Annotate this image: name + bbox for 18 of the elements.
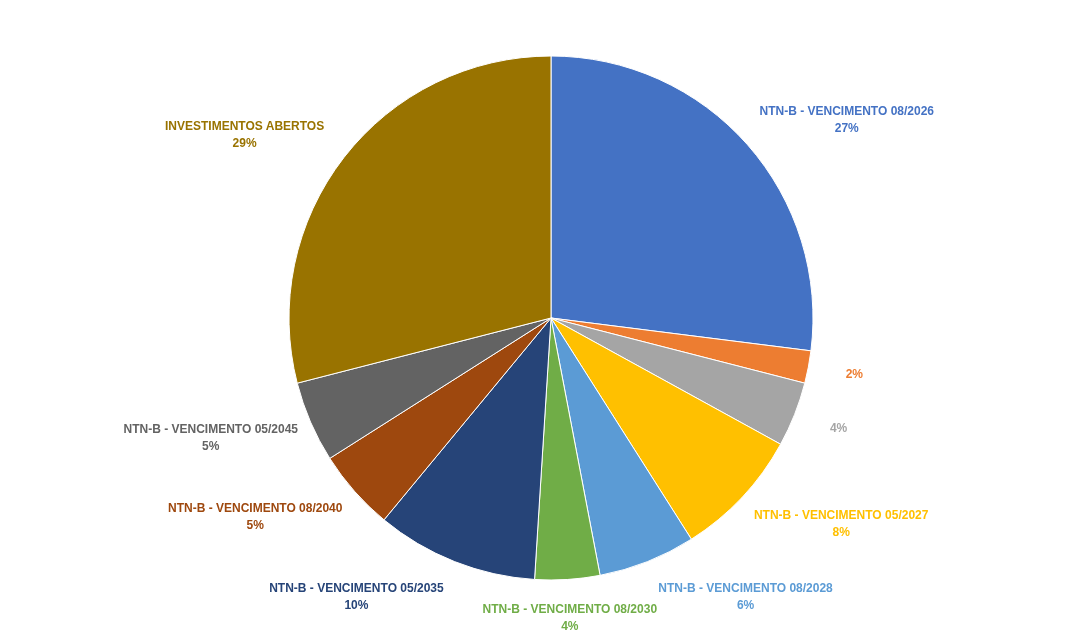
- data-label: 27%: [834, 121, 860, 136]
- slice-label: NTN-B - VENCIMENTO 05/2035: [269, 581, 445, 596]
- data-label: 4%: [561, 618, 579, 633]
- data-label: 8%: [832, 524, 851, 539]
- data-label: 5%: [202, 438, 220, 453]
- data-label: 10%: [344, 598, 369, 613]
- slice-label: NTN-B - VENCIMENTO 08/2040: [167, 500, 343, 515]
- data-label: 6%: [736, 598, 755, 613]
- slice-label: NTN-B - VENCIMENTO 08/2030: [482, 601, 658, 616]
- data-label: 5%: [246, 517, 265, 532]
- slice-label: NTN-B - VENCIMENTO 05/2027: [753, 507, 929, 522]
- slice-label: NTN-B - VENCIMENTO 08/2026: [759, 104, 935, 119]
- slice-label: INVESTIMENTOS ABERTOS: [165, 118, 325, 133]
- data-label: 4%: [829, 421, 848, 436]
- slice-label: NTN-B - VENCIMENTO 08/2028: [658, 581, 834, 596]
- data-label: 29%: [232, 135, 257, 150]
- data-label: 2%: [845, 367, 864, 382]
- slice-label: NTN-B - VENCIMENTO 05/2045: [123, 421, 299, 436]
